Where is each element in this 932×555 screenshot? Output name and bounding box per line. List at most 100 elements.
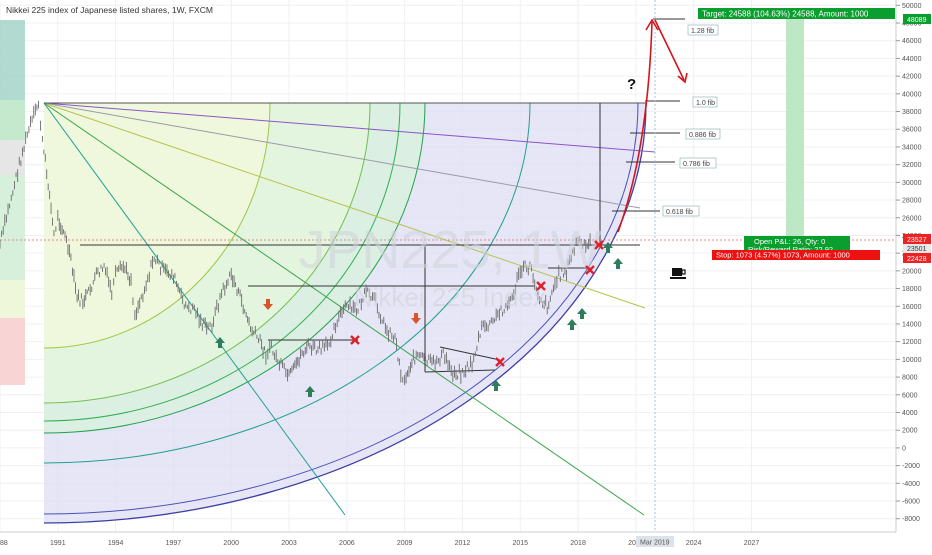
position-labels: Target: 24588 (104.63%) 24588, Amount: 1… (698, 8, 895, 260)
projection-drop (654, 19, 685, 81)
y-tick-label: 34000 (902, 144, 922, 151)
watermark-symbol: JPN225, 1W (298, 220, 601, 280)
down-arrow-marker (411, 313, 421, 324)
projection-drop-head (677, 72, 688, 84)
y-tick-label: 0 (902, 445, 906, 452)
fib-label-1-0: 1.0 fib (696, 100, 715, 107)
stop-label: Stop: 1073 (4.57%) 1073, Amount: 1000 (716, 251, 850, 260)
x-tick-label: 2024 (686, 540, 702, 547)
y-tick-label: 48000 (902, 21, 922, 28)
price-axis-background (896, 0, 932, 550)
trend-line-2 (424, 369, 496, 373)
arc-green-1 (43, 102, 426, 434)
time-tag-box (636, 536, 674, 547)
up-arrow-marker (491, 380, 501, 391)
drawing-overlays (0, 0, 896, 532)
target-label: Target: 24588 (104.63%) 24588, Amount: 1… (702, 10, 869, 19)
left-color-blocks (0, 20, 25, 385)
cross-marker (594, 240, 604, 250)
price-tag-stop: 22428 (907, 256, 927, 263)
y-tick-label: -4000 (902, 481, 920, 488)
up-arrow-marker (215, 337, 225, 348)
fib-label-0-786: 0.786 fib (683, 161, 710, 168)
arc-blue-outer (43, 102, 647, 524)
target-zone (786, 18, 804, 236)
x-tick-label: 2000 (223, 540, 239, 547)
target-label-box (698, 8, 895, 19)
y-tick-label: 50000 (902, 3, 922, 10)
up-arrow-marker (567, 319, 577, 330)
y-tick-label: 46000 (902, 38, 922, 45)
projection-curve (617, 21, 653, 233)
y-tick-label: 44000 (902, 56, 922, 63)
arc-blue-inner (43, 102, 639, 515)
y-tick-label: 20000 (902, 268, 922, 275)
arc-teal (43, 102, 531, 464)
x-tick-label: 1988 (0, 540, 8, 547)
left-block-grey (0, 140, 25, 175)
arc-green-2 (43, 102, 401, 422)
y-tick-label: 16000 (902, 304, 922, 311)
question-mark: ? (627, 76, 636, 93)
left-block-lime (0, 280, 25, 318)
y-tick-label: 38000 (902, 109, 922, 116)
cross-marker (350, 335, 360, 345)
risk-reward-label: Risk/Reward Ratio: 22.92 (748, 245, 833, 254)
price-tag-entry-box (903, 244, 931, 253)
x-tick-label: 2027 (744, 540, 760, 547)
y-tick-label: 26000 (902, 215, 922, 222)
y-tick-label: -2000 (902, 463, 920, 470)
up-arrow-marker (603, 242, 613, 253)
y-tick-label: 40000 (902, 91, 922, 98)
chart-title: Nikkei 225 index of Japanese listed shar… (6, 5, 213, 15)
watermark-name: Nikkei 225 Index (354, 282, 546, 312)
y-tick-label: 28000 (902, 198, 922, 205)
x-tick-label: 2003 (281, 540, 297, 547)
y-tick-label: 30000 (902, 180, 922, 187)
y-tick-label: 18000 (902, 286, 922, 293)
price-tag-target-box (903, 14, 931, 24)
y-tick-label: 6000 (902, 392, 918, 399)
projection-arrow (617, 18, 688, 233)
y-tick-label: 10000 (902, 357, 922, 364)
time-tag: Mar 2019 (640, 540, 670, 547)
fib-arc-zone-cream (44, 103, 270, 348)
fan-line-grey (43, 102, 641, 209)
price-tag-entry: 23501 (907, 246, 927, 253)
up-arrow-marker (577, 308, 587, 319)
price-axis[interactable]: 5000048000460004400042000400003800036000… (895, 0, 932, 550)
x-tick-label: 2012 (455, 540, 471, 547)
stop-label-box (712, 250, 880, 260)
price-tag-current: 23527 (907, 237, 927, 244)
arc-lime (43, 102, 271, 349)
pnl-label-box (744, 236, 850, 254)
x-tick-label: 2015 (512, 540, 528, 547)
y-tick-label: 8000 (902, 375, 918, 382)
price-tag-stop-box (903, 253, 931, 263)
y-tick-label: 4000 (902, 410, 918, 417)
cross-marker (536, 281, 546, 291)
marker-layer (215, 240, 623, 397)
cross-marker (495, 357, 505, 367)
y-tick-label: 36000 (902, 127, 922, 134)
x-tick-label: 1991 (50, 540, 66, 547)
fan-line-olive (43, 102, 646, 309)
x-tick-label: 1997 (166, 540, 182, 547)
x-tick-label: 2018 (570, 540, 586, 547)
price-tag-current-box (903, 234, 931, 244)
y-tick-label: -6000 (902, 499, 920, 506)
time-axis[interactable]: 1988 1991 1994 1997 2000 2003 2006 2009 2012 2015… (0, 531, 932, 550)
left-block-pink (0, 318, 25, 385)
y-tick-label: 14000 (902, 321, 922, 328)
projection-head-left (645, 18, 659, 31)
trend-line-1 (439, 346, 501, 361)
y-tick-label: -8000 (902, 516, 920, 523)
y-ticks-layer: 5000048000460004400042000400003800036000… (896, 3, 922, 523)
x-tick-label: 2009 (397, 540, 413, 547)
arc-green-3 (43, 102, 371, 404)
fan-line-purple (43, 102, 656, 153)
x-tick-label: 1994 (108, 540, 124, 547)
y-tick-label: 12000 (902, 339, 922, 346)
